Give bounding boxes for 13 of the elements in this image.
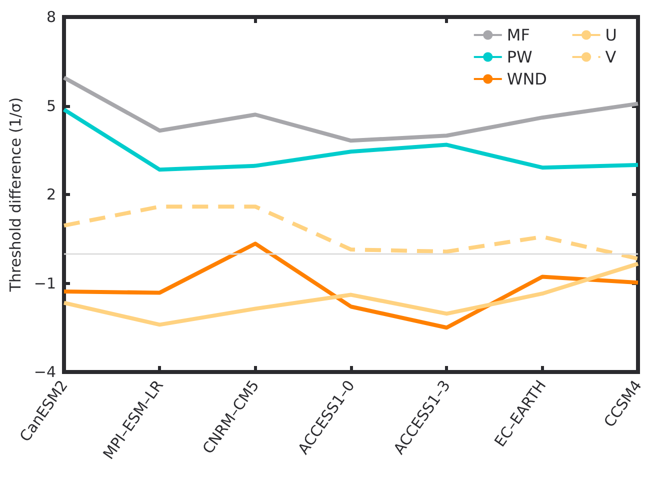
legend-label: V bbox=[605, 48, 616, 66]
line-series bbox=[62, 108, 640, 172]
legend-label: U bbox=[605, 26, 618, 44]
y-axis-title: Threshold difference (1/σ) bbox=[6, 97, 24, 293]
y-tick-label: 5 bbox=[46, 96, 56, 115]
y-tick-label: 8 bbox=[46, 8, 56, 26]
legend-label: PW bbox=[506, 48, 533, 66]
y-tick-label: 2 bbox=[46, 186, 56, 204]
y-tick-label: −4 bbox=[34, 363, 56, 381]
legend-label: MF bbox=[506, 26, 530, 44]
line-series bbox=[62, 242, 640, 330]
y-tick-label: −1 bbox=[34, 274, 56, 292]
legend-label: WND bbox=[506, 70, 547, 88]
